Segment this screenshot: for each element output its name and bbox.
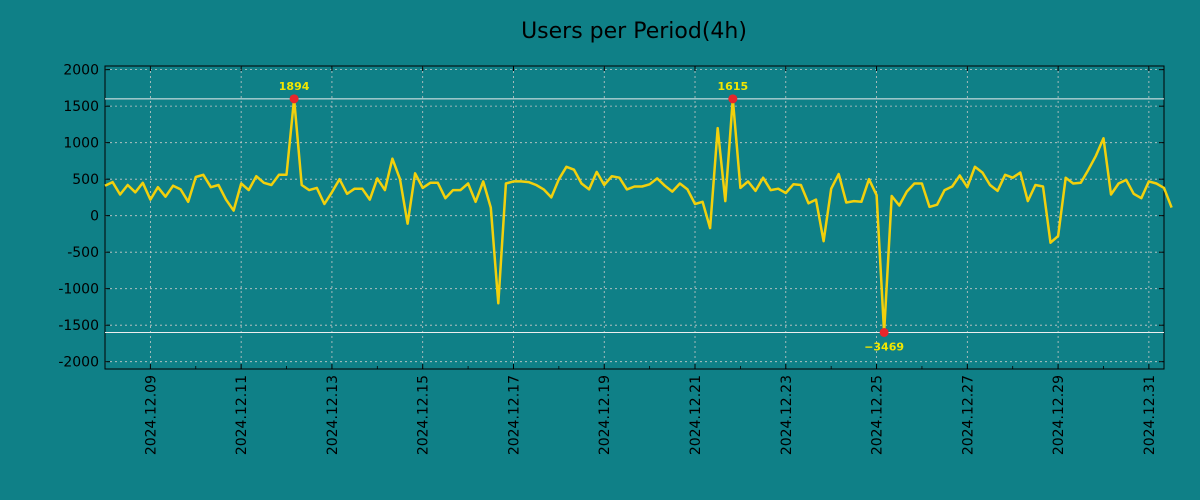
peak-marker [879, 327, 889, 337]
peak-label: −3469 [864, 340, 904, 353]
series-line-users [104, 97, 1173, 334]
y-tick-label: 0 [90, 209, 99, 225]
grid-layer [105, 66, 1164, 369]
x-tick-label: 2024.12.17 [506, 375, 522, 455]
x-tick-label: 2024.12.19 [597, 375, 613, 455]
peak-marker [728, 94, 738, 104]
chart-title: Users per Period(4h) [521, 19, 747, 44]
x-tick-label: 2024.12.23 [779, 375, 795, 455]
y-tick-label: -1500 [58, 318, 99, 334]
x-tick-label: 2024.12.09 [143, 375, 159, 455]
peak-markers: 1894 1615 −3469 [279, 80, 904, 354]
y-tick-label: 1000 [63, 136, 99, 152]
x-tick-label: 2024.12.13 [325, 375, 341, 455]
x-tick-label: 2024.12.29 [1051, 375, 1067, 455]
y-tick-label: 1500 [63, 99, 99, 115]
y-tick-label: -2000 [58, 355, 99, 371]
peak-label: 1615 [718, 80, 749, 93]
x-tick-label: 2024.12.21 [688, 375, 704, 455]
x-tick-label: 2024.12.15 [416, 375, 432, 455]
x-tick-label: 2024.12.25 [870, 375, 886, 455]
peak-marker [289, 94, 299, 104]
x-tick-label: 2024.12.27 [960, 375, 976, 455]
reference-lines [105, 98, 1164, 333]
y-tick-label: -1000 [58, 282, 99, 298]
peak-label: 1894 [279, 80, 310, 93]
y-tick-label: 2000 [63, 63, 99, 79]
series-layer [104, 97, 1173, 334]
plot-frame [104, 65, 1165, 370]
y-tick-label: 500 [72, 172, 99, 188]
y-tick-label: -500 [67, 245, 99, 261]
x-tick-label: 2024.12.11 [234, 375, 250, 455]
x-tick-label: 2024.12.31 [1142, 375, 1158, 455]
axis-layer: 2000 1500 1000 500 0 -500 -1000 -1500 -2000 2024.… [58, 63, 1164, 455]
